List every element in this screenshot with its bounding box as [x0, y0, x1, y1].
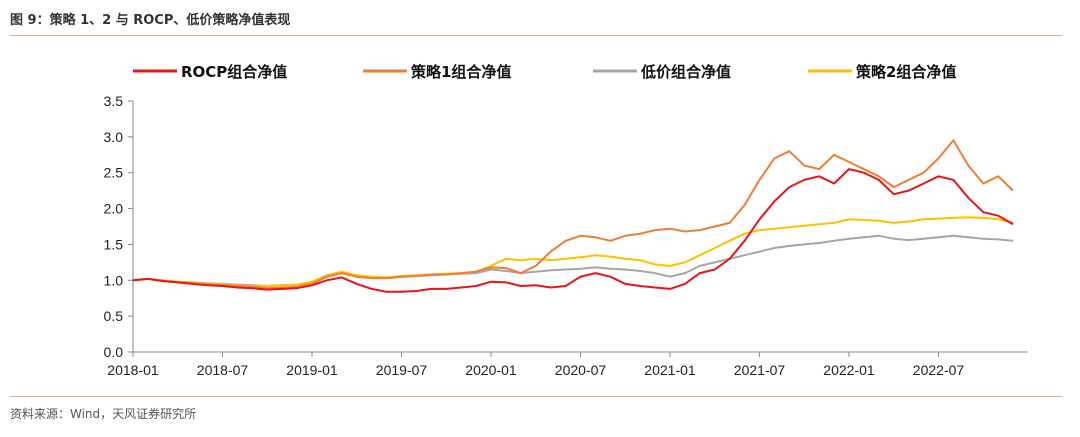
chart-legend: ROCP组合净值 策略1组合净值 低价组合净值 策略2组合净值 [133, 63, 956, 81]
legend-label-2: 低价组合净值 [640, 63, 731, 81]
y-tick-label: 0.0 [104, 344, 124, 360]
x-tick-label: 2021-01 [644, 362, 696, 378]
y-tick-label: 1.0 [104, 272, 124, 288]
x-tick-label: 2022-07 [913, 362, 965, 378]
series-line-3 [132, 216, 1014, 287]
x-tick-label: 2019-01 [286, 362, 338, 378]
x-tick-label: 2019-07 [376, 362, 428, 378]
figure-title: 图 9：策略 1、2 与 ROCP、低价策略净值表现 [10, 13, 291, 28]
x-tick-label: 2020-07 [555, 362, 607, 378]
x-tick-label: 2022-01 [823, 362, 875, 378]
source-note: 资料来源：Wind，天风证券研究所 [10, 407, 197, 421]
series-line-0 [132, 168, 1014, 293]
legend-label-1: 策略1组合净值 [410, 63, 511, 81]
y-tick-label: 2.0 [104, 201, 124, 217]
legend-label-3: 策略2组合净值 [855, 63, 956, 81]
y-tick-label: 0.5 [104, 308, 124, 324]
series-line-1 [132, 139, 1014, 290]
chart-axes: 0.0 0.5 1.0 1.5 2.0 2.5 3.0 3.5 2018-01 2018-07 20… [104, 93, 1028, 378]
legend-label-0: ROCP组合净值 [181, 63, 287, 81]
x-tick-label: 2020-01 [465, 362, 517, 378]
title-divider [10, 35, 1062, 36]
y-tick-label: 1.5 [104, 236, 124, 252]
series-line-2 [132, 234, 1014, 287]
x-tick-label: 2021-07 [734, 362, 786, 378]
y-tick-label: 3.5 [104, 93, 124, 109]
y-tick-label: 2.5 [104, 165, 124, 181]
line-chart: ROCP组合净值 策略1组合净值 低价组合净值 策略2组合净值 0.0 0.5 1.0 1.… [104, 63, 1028, 378]
x-tick-label: 2018-01 [107, 362, 159, 378]
y-tick-label: 3.0 [104, 129, 124, 145]
x-tick-label: 2018-07 [197, 362, 249, 378]
footer-divider [10, 396, 1062, 397]
chart-lines [132, 139, 1014, 293]
